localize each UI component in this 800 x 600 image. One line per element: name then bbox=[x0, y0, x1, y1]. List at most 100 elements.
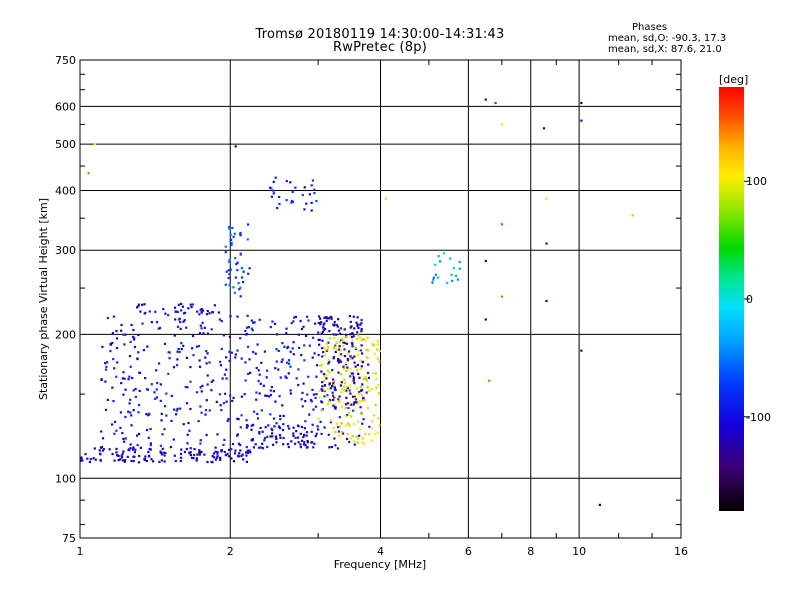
echo-point bbox=[231, 399, 234, 402]
echo-point bbox=[332, 324, 336, 327]
echo-point bbox=[224, 454, 227, 457]
echo-point bbox=[253, 321, 256, 324]
echo-point bbox=[351, 345, 354, 348]
echo-point bbox=[249, 371, 252, 374]
echo-point bbox=[189, 407, 192, 411]
echo-point bbox=[439, 260, 442, 263]
echo-point bbox=[327, 433, 330, 436]
echo-point bbox=[357, 402, 360, 405]
echo-point bbox=[339, 327, 342, 330]
echo-point bbox=[104, 380, 107, 383]
echo-point bbox=[101, 345, 104, 348]
echo-point bbox=[342, 385, 345, 388]
echo-point bbox=[331, 384, 334, 388]
echo-point bbox=[120, 456, 123, 459]
echo-point bbox=[356, 324, 359, 327]
echo-point bbox=[225, 377, 228, 380]
echo-point bbox=[361, 437, 364, 440]
echo-point bbox=[294, 186, 297, 189]
echo-point bbox=[223, 438, 226, 441]
echo-point bbox=[223, 450, 226, 454]
echo-point bbox=[308, 193, 311, 196]
echo-point bbox=[180, 309, 183, 312]
echo-point bbox=[361, 360, 364, 363]
echo-point bbox=[348, 315, 351, 318]
echo-point bbox=[356, 363, 359, 367]
echo-point bbox=[449, 257, 452, 260]
echo-point bbox=[349, 333, 352, 336]
echo-point bbox=[243, 393, 246, 396]
echo-point bbox=[150, 458, 153, 461]
echo-point bbox=[240, 395, 243, 398]
echo-point bbox=[339, 360, 343, 363]
echo-point bbox=[220, 347, 223, 350]
echo-point bbox=[292, 434, 295, 437]
echo-point bbox=[354, 346, 357, 349]
echo-point bbox=[232, 460, 235, 463]
echo-point bbox=[205, 399, 208, 402]
echo-point bbox=[179, 459, 182, 463]
echo-point bbox=[334, 350, 337, 353]
gridlines bbox=[80, 60, 681, 538]
echo-point bbox=[357, 437, 360, 441]
echo-point bbox=[229, 394, 232, 397]
echo-point bbox=[321, 355, 324, 358]
echo-point bbox=[130, 414, 133, 417]
echo-point bbox=[134, 448, 137, 451]
echo-point bbox=[272, 390, 275, 393]
echo-point bbox=[239, 234, 242, 237]
echo-point bbox=[230, 448, 233, 451]
echo-point bbox=[342, 341, 345, 344]
echo-point bbox=[327, 359, 330, 362]
echo-point bbox=[338, 434, 341, 437]
echo-point bbox=[201, 384, 204, 387]
echo-point bbox=[580, 119, 583, 122]
echo-point bbox=[362, 338, 366, 341]
echo-point bbox=[285, 327, 288, 330]
echo-point bbox=[228, 335, 231, 338]
echo-point bbox=[205, 433, 208, 437]
echo-point bbox=[344, 336, 347, 339]
echo-point bbox=[261, 442, 264, 445]
echo-point bbox=[112, 358, 115, 361]
echo-point bbox=[347, 412, 350, 415]
echo-point bbox=[484, 318, 487, 321]
echo-point bbox=[156, 382, 159, 385]
echo-point bbox=[347, 422, 350, 425]
echo-point bbox=[321, 363, 324, 366]
echo-point bbox=[139, 446, 142, 449]
echo-point bbox=[230, 457, 233, 460]
echo-point bbox=[225, 270, 228, 273]
echo-point bbox=[334, 407, 337, 410]
echo-point bbox=[315, 200, 318, 203]
echo-point bbox=[174, 310, 177, 313]
echo-point bbox=[432, 276, 435, 279]
echo-point bbox=[352, 378, 355, 381]
echo-point bbox=[170, 419, 173, 422]
echo-point bbox=[155, 388, 158, 391]
echo-point bbox=[153, 391, 156, 394]
echo-point bbox=[322, 326, 325, 329]
echo-point bbox=[214, 450, 217, 453]
echo-point bbox=[346, 366, 349, 369]
echo-point bbox=[300, 353, 303, 357]
echo-point bbox=[346, 432, 349, 435]
echo-point bbox=[240, 414, 243, 417]
echo-point bbox=[159, 399, 162, 402]
echo-point bbox=[320, 388, 323, 391]
echo-point bbox=[325, 349, 329, 352]
echo-point bbox=[186, 442, 189, 445]
echo-point bbox=[345, 385, 348, 388]
echo-point bbox=[137, 303, 141, 306]
echo-point bbox=[336, 422, 339, 425]
echo-point bbox=[116, 346, 119, 350]
echo-point bbox=[268, 395, 271, 398]
echo-point bbox=[321, 381, 324, 384]
echo-point bbox=[340, 338, 344, 341]
echo-point bbox=[325, 342, 329, 345]
echo-point bbox=[275, 360, 278, 363]
echo-point bbox=[219, 458, 222, 461]
echo-point bbox=[278, 434, 282, 437]
echo-point bbox=[326, 393, 329, 397]
echo-point bbox=[216, 451, 219, 454]
